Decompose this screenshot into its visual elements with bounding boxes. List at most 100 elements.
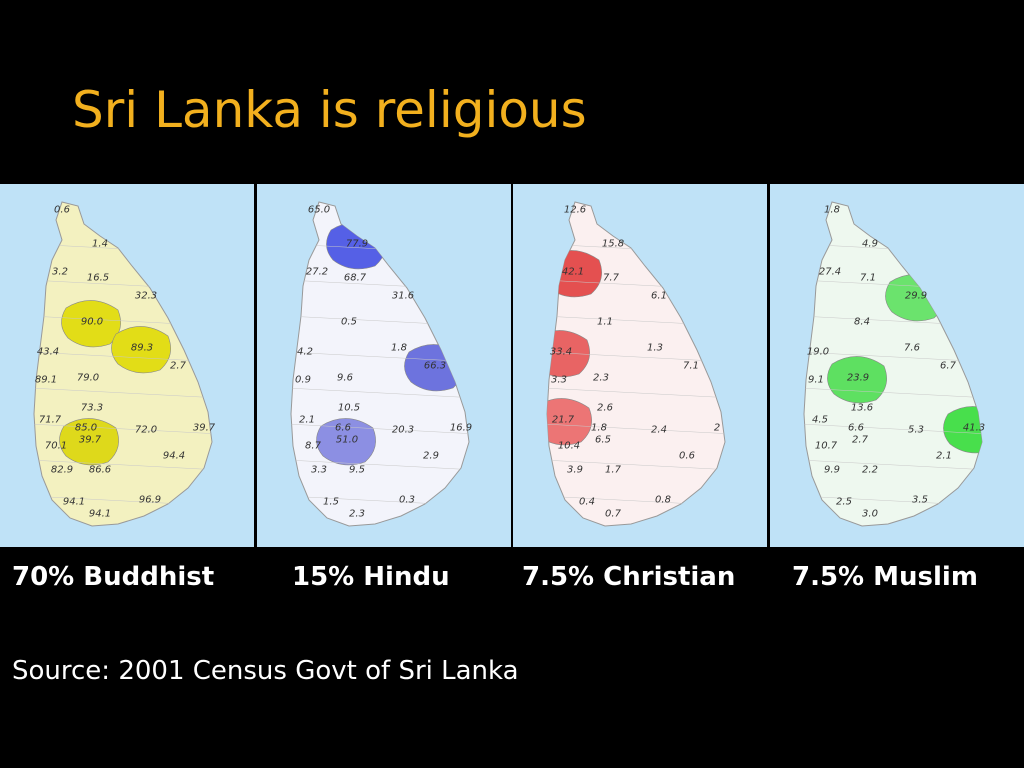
district-value-label: 2.3 <box>593 372 609 384</box>
map-panel-buddhist: 0.6 1.4 3.2 16.5 32.3 90.0 43.4 89.3 2.7 89.1 79.0… <box>0 184 254 547</box>
district-boundary <box>547 351 725 363</box>
district-value-label: 85.0 <box>74 422 98 434</box>
district-value-label: 86.6 <box>88 464 112 476</box>
caption-buddhist: 70% Buddhist <box>12 562 215 592</box>
district-value-label: 94.1 <box>88 508 112 520</box>
district-value-label: 15.8 <box>601 238 625 250</box>
district-value-label: 2.6 <box>597 402 613 414</box>
district-value-label: 89.1 <box>34 374 58 386</box>
district-boundary <box>547 387 725 399</box>
caption-christian: 7.5% Christian <box>522 562 736 592</box>
district-value-label: 1.5 <box>323 496 339 508</box>
district-value-label: 0.5 <box>341 316 357 328</box>
district-value-label: 0.3 <box>399 494 415 506</box>
district-value-label: 9.6 <box>337 372 353 384</box>
district-value-label: 21.7 <box>551 414 575 426</box>
district-value-label: 32.3 <box>134 290 158 302</box>
district-value-label: 10.4 <box>557 440 581 452</box>
district-value-label: 2.1 <box>936 450 952 462</box>
district-highlight <box>827 356 887 404</box>
district-value-label: 66.3 <box>423 360 447 372</box>
source-note: Source: 2001 Census Govt of Sri Lanka <box>12 656 519 686</box>
district-boundary <box>34 459 212 471</box>
district-value-label: 3.0 <box>862 508 878 520</box>
district-value-label: 0.7 <box>605 508 621 520</box>
caption-muslim: 7.5% Muslim <box>792 562 978 592</box>
district-value-label: 6.7 <box>940 360 956 372</box>
district-value-label: 7.1 <box>860 272 876 284</box>
district-highlight <box>59 418 119 466</box>
district-value-label: 7.1 <box>683 360 699 372</box>
district-value-label: 39.7 <box>192 422 216 434</box>
district-value-label: 43.4 <box>36 346 60 358</box>
district-value-label: 3.3 <box>551 374 567 386</box>
district-value-label: 27.2 <box>305 266 329 278</box>
district-value-label: 4.9 <box>862 238 878 250</box>
district-value-label: 0.8 <box>655 494 671 506</box>
district-value-label: 7.6 <box>904 342 920 354</box>
slide-title: Sri Lanka is religious <box>72 81 587 139</box>
district-value-label: 19.0 <box>806 346 830 358</box>
district-value-label: 20.3 <box>391 424 415 436</box>
district-value-label: 13.6 <box>850 402 874 414</box>
caption-hindu: 15% Hindu <box>292 562 450 592</box>
district-value-label: 0.6 <box>54 204 70 216</box>
island-outline <box>803 201 983 527</box>
district-value-label: 8.4 <box>854 316 870 328</box>
district-value-label: 0.9 <box>295 374 311 386</box>
map-panel-christian: 12.6 15.8 42.1 7.7 6.1 1.1 33.4 1.3 7.1 3.3 2.3 2.6… <box>513 184 767 547</box>
district-value-label: 77.9 <box>345 238 369 250</box>
district-value-label: 9.5 <box>349 464 365 476</box>
district-value-label: 2.2 <box>862 464 878 476</box>
district-value-label: 3.5 <box>912 494 928 506</box>
district-value-label: 2.7 <box>852 434 868 446</box>
district-highlight <box>316 418 376 466</box>
district-value-label: 70.1 <box>44 440 68 452</box>
district-value-label: 1.3 <box>647 342 663 354</box>
district-value-label: 2.5 <box>836 496 852 508</box>
district-value-label: 41.3 <box>962 422 986 434</box>
district-value-label: 16.5 <box>86 272 110 284</box>
district-value-label: 2.7 <box>170 360 186 372</box>
district-value-label: 7.7 <box>603 272 619 284</box>
district-value-label: 12.6 <box>563 204 587 216</box>
district-value-label: 79.0 <box>76 372 100 384</box>
district-highlight <box>547 330 590 378</box>
district-boundary <box>291 351 469 363</box>
district-value-label: 71.7 <box>38 414 62 426</box>
district-boundary <box>291 459 469 471</box>
district-boundary <box>34 351 212 363</box>
district-boundary <box>804 459 982 471</box>
district-value-label: 10.5 <box>337 402 361 414</box>
district-value-label: 27.4 <box>818 266 842 278</box>
district-highlight <box>111 326 171 374</box>
district-boundary <box>291 423 469 435</box>
district-value-label: 3.9 <box>567 464 583 476</box>
district-value-label: 2.3 <box>349 508 365 520</box>
district-value-label: 4.5 <box>812 414 828 426</box>
district-value-label: 2.4 <box>651 424 667 436</box>
district-value-label: 89.3 <box>130 342 154 354</box>
district-value-label: 29.9 <box>904 290 928 302</box>
district-value-label: 1.8 <box>824 204 840 216</box>
district-value-label: 23.9 <box>846 372 870 384</box>
district-value-label: 1.1 <box>597 316 613 328</box>
district-value-label: 16.9 <box>449 422 473 434</box>
district-value-label: 6.6 <box>335 422 351 434</box>
district-value-label: 9.9 <box>824 464 840 476</box>
district-value-label: 42.1 <box>561 266 585 278</box>
district-value-label: 10.7 <box>814 440 838 452</box>
district-boundary <box>547 459 725 471</box>
district-value-label: 6.1 <box>651 290 667 302</box>
district-value-label: 94.1 <box>62 496 86 508</box>
district-value-label: 68.7 <box>343 272 367 284</box>
district-value-label: 73.3 <box>80 402 104 414</box>
district-value-label: 4.2 <box>297 346 313 358</box>
district-boundary <box>804 423 982 435</box>
map-panel-hindu: 65.0 77.9 27.2 68.7 31.6 0.5 4.2 1.8 66.3 0.9 9.6 1… <box>257 184 511 547</box>
district-value-label: 65.0 <box>307 204 331 216</box>
district-boundary <box>34 423 212 435</box>
district-boundary <box>547 423 725 435</box>
district-highlight <box>61 300 121 348</box>
district-value-label: 51.0 <box>335 434 359 446</box>
